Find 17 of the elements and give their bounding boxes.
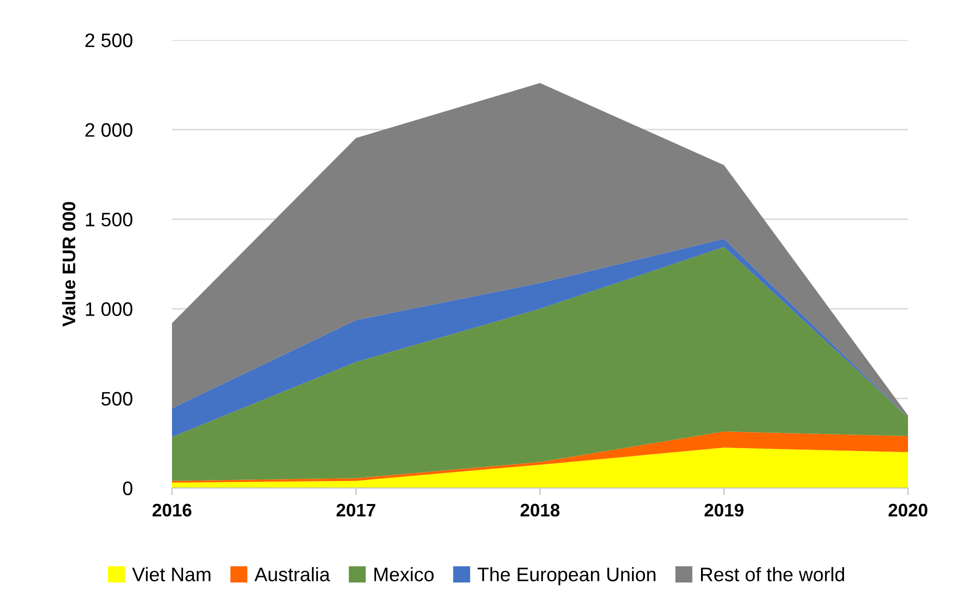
legend-label: Australia bbox=[254, 567, 330, 582]
x-tick-label: 2019 bbox=[704, 504, 744, 517]
y-tick-label: 1 000 bbox=[86, 302, 132, 316]
legend-label: Mexico bbox=[374, 567, 434, 582]
y-axis-title: Value EUR 000 bbox=[62, 202, 76, 327]
legend-label: The European Union bbox=[478, 567, 656, 586]
x-tick-label: 2016 bbox=[152, 504, 192, 517]
legend-label: Viet Nam bbox=[132, 567, 210, 582]
x-tick-label: 2017 bbox=[336, 504, 376, 517]
y-tick-label: 2 000 bbox=[85, 123, 132, 137]
y-tick-label: 500 bbox=[101, 392, 132, 406]
y-tick-label: 0 bbox=[123, 481, 132, 496]
legend-label: Rest of the world bbox=[701, 567, 844, 582]
x-tick-label: 2018 bbox=[520, 504, 560, 517]
x-tick-label: 2020 bbox=[888, 504, 928, 517]
y-tick-label: 2 500 bbox=[85, 33, 132, 48]
y-tick-label: 1 500 bbox=[86, 212, 132, 226]
